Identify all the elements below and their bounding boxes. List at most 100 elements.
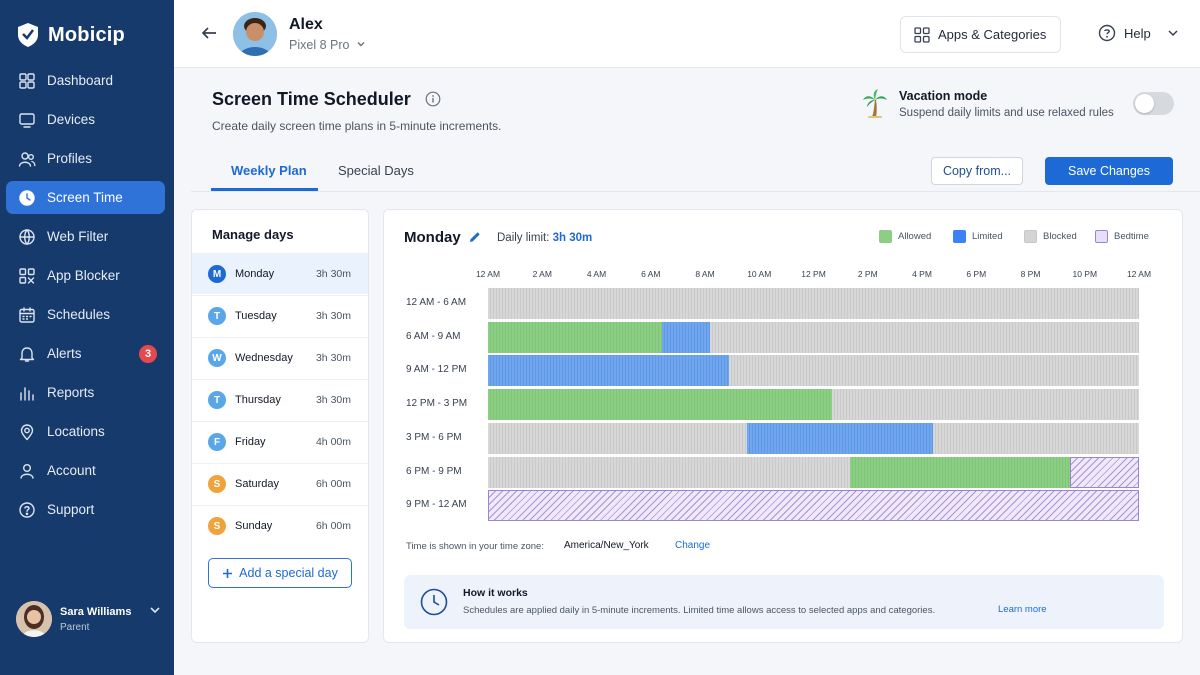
device-selector[interactable]: Pixel 8 Pro: [289, 38, 366, 52]
sidebar-item-account[interactable]: Account: [6, 454, 165, 487]
day-row-monday[interactable]: M Monday 3h 30m: [192, 253, 368, 294]
sidebar-item-profiles[interactable]: Profiles: [6, 142, 165, 175]
day-hours: 3h 30m: [315, 310, 351, 322]
schedule-row-track[interactable]: [488, 355, 1139, 387]
mobicip-logo-icon: [18, 23, 38, 47]
sidebar-item-reports[interactable]: Reports: [6, 376, 165, 409]
schedule-segment-limited[interactable]: [661, 321, 711, 353]
tab-weekly-plan[interactable]: Weekly Plan: [231, 163, 307, 178]
schedule-row-track[interactable]: [488, 456, 1139, 488]
schedule-segment-blocked[interactable]: [488, 288, 1139, 319]
day-hours: 3h 30m: [315, 352, 351, 364]
info-icon[interactable]: [425, 91, 441, 107]
schedule-segment-allowed[interactable]: [850, 456, 1070, 488]
day-initial-badge: F: [208, 433, 226, 451]
location-pin-icon: [18, 423, 36, 441]
schedule-segment-blocked[interactable]: [729, 355, 1139, 387]
time-tick-label: 12 PM: [801, 269, 826, 279]
schedule-row-track[interactable]: [488, 288, 1139, 319]
user-role: Parent: [60, 621, 90, 633]
copy-from-button[interactable]: Copy from...: [931, 157, 1023, 185]
add-special-day-label: Add a special day: [239, 566, 338, 580]
time-tick-label: 4 PM: [912, 269, 932, 279]
legend-swatch: [953, 230, 966, 243]
schedule-segment-allowed[interactable]: [488, 321, 662, 353]
time-tick-label: 6 AM: [641, 269, 661, 279]
sidebar-item-label: Support: [47, 502, 95, 517]
day-name: Tuesday: [235, 310, 277, 322]
user-profile[interactable]: Sara Williams Parent: [16, 601, 161, 637]
add-special-day-button[interactable]: Add a special day: [208, 558, 352, 588]
day-initial-badge: S: [208, 475, 226, 493]
day-name: Friday: [235, 436, 266, 448]
day-name: Saturday: [235, 478, 280, 490]
legend-label: Allowed: [898, 231, 932, 242]
schedule-row-track[interactable]: [488, 389, 1139, 421]
day-row-thursday[interactable]: T Thursday 3h 30m: [192, 379, 368, 420]
schedule-segment-blocked[interactable]: [488, 456, 851, 488]
sidebar-item-screen-time[interactable]: Screen Time: [6, 181, 165, 214]
vacation-mode-subtitle: Suspend daily limits and use relaxed rul…: [899, 107, 1114, 119]
back-arrow-icon[interactable]: [200, 24, 218, 42]
active-tab-indicator: [211, 188, 318, 191]
day-hours: 3h 30m: [315, 394, 351, 406]
daily-limit-label: Daily limit:: [497, 232, 550, 244]
schedule-segment-bedtime[interactable]: [1069, 456, 1139, 488]
app-logo[interactable]: Mobicip: [16, 22, 125, 48]
schedule-row-track[interactable]: [488, 422, 1139, 454]
day-row-saturday[interactable]: S Saturday 6h 00m: [192, 463, 368, 504]
time-tick-label: 12 AM: [475, 269, 501, 279]
sidebar-item-devices[interactable]: Devices: [6, 103, 165, 136]
daily-limit-value[interactable]: 3h 30m: [552, 232, 593, 244]
globe-icon: [18, 228, 36, 246]
day-row-friday[interactable]: F Friday 4h 00m: [192, 421, 368, 462]
sidebar-item-alerts[interactable]: Alerts 3: [6, 337, 165, 370]
day-row-sunday[interactable]: S Sunday 6h 00m: [192, 505, 368, 546]
day-initial-badge: W: [208, 349, 226, 367]
sidebar: Mobicip Dashboard Devices Profiles Screen T…: [0, 0, 174, 675]
sidebar-item-label: Schedules: [47, 307, 111, 322]
timezone-label: Time is shown in your time zone:: [406, 541, 544, 552]
schedule-segment-blocked[interactable]: [832, 389, 1139, 421]
schedule-row-track[interactable]: [488, 490, 1139, 522]
vacation-mode-toggle[interactable]: [1133, 92, 1174, 115]
timezone-change-link[interactable]: Change: [675, 540, 711, 551]
schedule-row-label: 12 PM - 3 PM: [406, 398, 468, 410]
help-menu[interactable]: Help: [1098, 24, 1179, 42]
help-label: Help: [1124, 25, 1151, 41]
day-row-tuesday[interactable]: T Tuesday 3h 30m: [192, 295, 368, 336]
day-initial-badge: T: [208, 307, 226, 325]
time-tick-label: 10 PM: [1072, 269, 1098, 279]
sidebar-item-web-filter[interactable]: Web Filter: [6, 220, 165, 253]
tab-bar: Weekly Plan Special Days: [191, 152, 1200, 192]
sidebar-item-schedules[interactable]: Schedules: [6, 298, 165, 331]
schedule-segment-bedtime[interactable]: [488, 490, 1139, 522]
sidebar-item-locations[interactable]: Locations: [6, 415, 165, 448]
legend-item-blocked: Blocked: [1024, 230, 1077, 243]
sidebar-item-dashboard[interactable]: Dashboard: [6, 64, 165, 97]
schedule-segment-allowed[interactable]: [488, 389, 833, 421]
schedule-segment-limited[interactable]: [747, 422, 933, 454]
apps-categories-button[interactable]: Apps & Categories: [900, 16, 1061, 53]
time-tick-label: 12 AM: [1126, 269, 1152, 279]
day-row-wednesday[interactable]: W Wednesday 3h 30m: [192, 337, 368, 378]
pencil-icon[interactable]: [468, 230, 482, 244]
sidebar-item-app-blocker[interactable]: App Blocker: [6, 259, 165, 292]
tab-special-days[interactable]: Special Days: [338, 163, 414, 178]
schedule-segment-blocked[interactable]: [710, 321, 1139, 353]
sidebar-item-support[interactable]: Support: [6, 493, 165, 526]
schedule-segment-blocked[interactable]: [932, 422, 1139, 454]
manage-days-panel: Manage days M Monday 3h 30m T Tuesday 3h 30m W…: [191, 209, 369, 643]
save-changes-button[interactable]: Save Changes: [1045, 157, 1173, 185]
schedule-row-label: 9 AM - 12 PM: [406, 364, 467, 376]
schedule-row-label: 9 PM - 12 AM: [406, 499, 467, 511]
app-grid-icon: [18, 267, 36, 285]
schedule-row-label: 6 AM - 9 AM: [406, 330, 461, 342]
chevron-down-icon[interactable]: [149, 604, 161, 616]
schedule-row-track[interactable]: [488, 321, 1139, 353]
learn-more-link[interactable]: Learn more: [998, 604, 1047, 615]
sidebar-item-label: Devices: [47, 112, 96, 127]
schedule-segment-blocked[interactable]: [488, 422, 748, 454]
schedule-segment-limited[interactable]: [488, 355, 730, 387]
plus-icon: [223, 568, 233, 578]
